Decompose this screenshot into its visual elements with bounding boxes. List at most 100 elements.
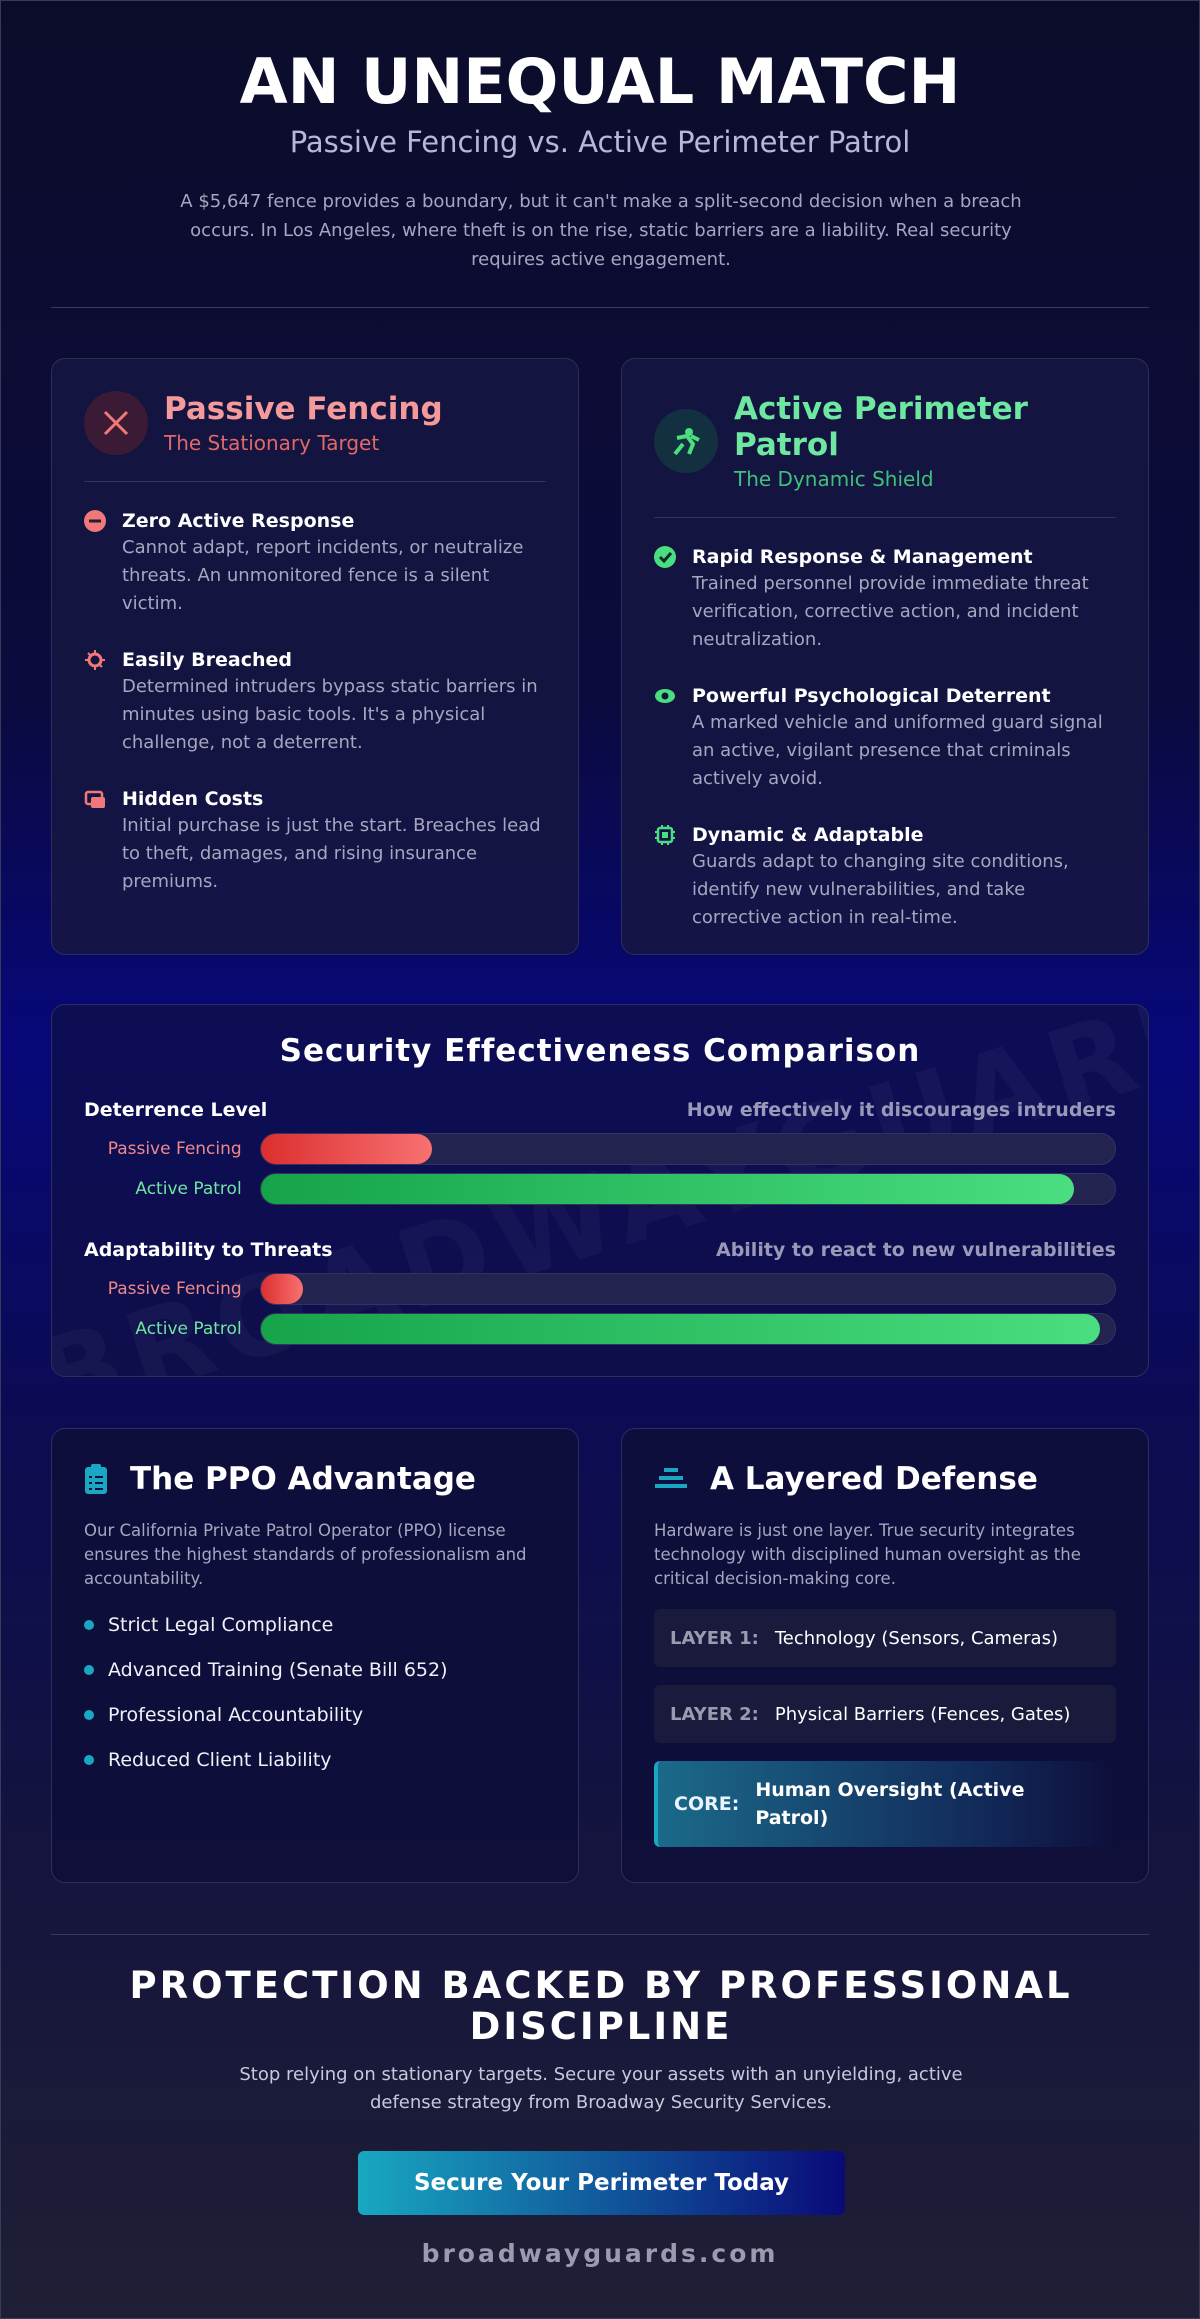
divider (51, 1934, 1149, 1935)
feature-title: Zero Active Response (122, 510, 355, 532)
layer-tag: LAYER 1: (670, 1627, 759, 1649)
bar-label: Passive Fencing (107, 1279, 242, 1299)
card-intro: Our California Private Patrol Operator (… (84, 1521, 527, 1588)
metric-header: Adaptability to Threats Ability to react … (84, 1239, 1116, 1261)
metric-label: Adaptability to Threats (84, 1239, 333, 1261)
card-title: A Layered Defense (710, 1461, 1038, 1497)
icon (84, 391, 148, 455)
bar (260, 1134, 432, 1164)
divider (51, 307, 1149, 308)
active-card: Active Perimeter Patrol The Dynamic Shiel… (621, 358, 1149, 955)
title: AN UNEQUAL MATCH (239, 45, 961, 118)
separator (84, 481, 546, 482)
icon (85, 1464, 107, 1494)
icon (654, 409, 718, 473)
card-title: The PPO Advantage (130, 1461, 476, 1497)
bar-row: Active Patrol (84, 1313, 1116, 1345)
cta-button[interactable]: Secure Your Perimeter Today (358, 2151, 845, 2215)
feature-text: A marked vehicle and uniformed guard sig… (692, 712, 1103, 789)
metric-description: How effectively it discourages intruders (686, 1099, 1116, 1121)
footer-text: Stop relying on stationary targets. Secu… (239, 2064, 963, 2113)
layer-tag: LAYER 2: (670, 1703, 759, 1725)
feature-title: Easily Breached (122, 649, 292, 671)
bar-label: Passive Fencing (107, 1139, 242, 1159)
layer: CORE: Human Oversight (Active Patrol) (654, 1761, 1116, 1847)
passive-card: Passive Fencing The Stationary Target Zer… (51, 358, 579, 955)
feature-body: Rapid Response & Management Trained perso… (692, 544, 1116, 654)
icon (84, 510, 106, 532)
layer-label: Human Oversight (Active Patrol) (755, 1779, 1025, 1829)
layer-label: Physical Barriers (Fences, Gates) (774, 1703, 1071, 1725)
icon (85, 650, 105, 670)
feature-text: Cannot adapt, report incidents, or neutr… (122, 537, 524, 614)
layer-tag: CORE: (674, 1793, 740, 1815)
feature-text: Guards adapt to changing site conditions… (692, 851, 1069, 928)
bar-track (259, 1133, 1116, 1165)
feature-body: Hidden Costs Initial purchase is just the… (122, 786, 546, 896)
list-text: Advanced Training (Senate Bill 652) (108, 1659, 448, 1681)
metric-label: Deterrence Level (84, 1099, 268, 1121)
icon (655, 689, 675, 703)
feature-body: Powerful Psychological Deterrent A marked… (692, 683, 1116, 793)
card-subtitle: The Stationary Target (164, 431, 380, 455)
icon (84, 790, 105, 808)
icon (655, 1468, 687, 1488)
intro: A $5,647 fence provides a boundary, but … (180, 191, 1022, 270)
card-intro: Hardware is just one layer. True securit… (654, 1521, 1081, 1588)
feature-body: Dynamic & Adaptable Guards adapt to chang… (692, 822, 1116, 932)
feature-body: Zero Active Response Cannot adapt, report… (122, 508, 546, 618)
feature-body: Easily Breached Determined intruders bypa… (122, 647, 546, 757)
bar (260, 1274, 304, 1304)
bullet (84, 1755, 94, 1765)
list-text: Reduced Client Liability (108, 1749, 332, 1771)
bar-label: Active Patrol (135, 1179, 242, 1199)
bullet (84, 1710, 94, 1720)
feature-text: Determined intruders bypass static barri… (122, 676, 538, 753)
list-text: Strict Legal Compliance (108, 1614, 334, 1636)
feature-item: Easily Breached Determined intruders bypa… (84, 647, 546, 757)
footer-title: PROTECTION BACKED BY PROFESSIONAL DISCIP… (129, 1964, 1073, 2048)
card-title: Passive Fencing (164, 391, 443, 427)
comparison-panel: BROADWAYGUARDS Security Effectiveness Co… (51, 1004, 1149, 1377)
ppo-card: The PPO Advantage Our California Private… (51, 1428, 579, 1883)
feature-item: Rapid Response & Management Trained perso… (654, 544, 1116, 654)
subtitle: Passive Fencing vs. Active Perimeter Pat… (289, 125, 911, 159)
metric-description: Ability to react to new vulnerabilities (715, 1239, 1116, 1261)
feature-title: Hidden Costs (122, 788, 264, 810)
layer: LAYER 1: Technology (Sensors, Cameras) (654, 1609, 1116, 1667)
layered-card: A Layered Defense Hardware is just one l… (621, 1428, 1149, 1883)
bar-row: Active Patrol (84, 1173, 1116, 1205)
panel-title: Security Effectiveness Comparison (279, 1033, 921, 1069)
bar-row: Passive Fencing (84, 1133, 1116, 1165)
bar-track (259, 1173, 1116, 1205)
bar (260, 1174, 1074, 1204)
bar-track (259, 1273, 1116, 1305)
separator (654, 517, 1116, 518)
bar-row: Passive Fencing (84, 1273, 1116, 1305)
layer: LAYER 2: Physical Barriers (Fences, Gates… (654, 1685, 1116, 1743)
domain: broadwayguards.com (421, 2239, 779, 2268)
feature-title: Rapid Response & Management (692, 546, 1033, 568)
feature-item: Dynamic & Adaptable Guards adapt to chang… (654, 822, 1116, 932)
card-title: Active Perimeter Patrol (734, 391, 1028, 463)
list-item: Strict Legal Compliance (84, 1614, 546, 1636)
feature-text: Initial purchase is just the start. Brea… (122, 815, 541, 892)
feature-title: Powerful Psychological Deterrent (692, 685, 1051, 707)
feature-title: Dynamic & Adaptable (692, 824, 924, 846)
feature-item: Zero Active Response Cannot adapt, report… (84, 508, 546, 618)
bullet (84, 1665, 94, 1675)
list-item: Advanced Training (Senate Bill 652) (84, 1659, 546, 1681)
list-item: Reduced Client Liability (84, 1749, 546, 1771)
bullet (84, 1620, 94, 1630)
list-item: Professional Accountability (84, 1704, 546, 1726)
card-subtitle: The Dynamic Shield (734, 467, 934, 491)
bar-label: Active Patrol (135, 1319, 242, 1339)
feature-item: Powerful Psychological Deterrent A marked… (654, 683, 1116, 793)
metric-header: Deterrence Level How effectively it disco… (84, 1099, 1116, 1121)
icon (654, 546, 676, 568)
bar (260, 1314, 1100, 1344)
list-text: Professional Accountability (108, 1704, 364, 1726)
layer-label: Technology (Sensors, Cameras) (774, 1627, 1058, 1649)
icon (655, 825, 675, 845)
